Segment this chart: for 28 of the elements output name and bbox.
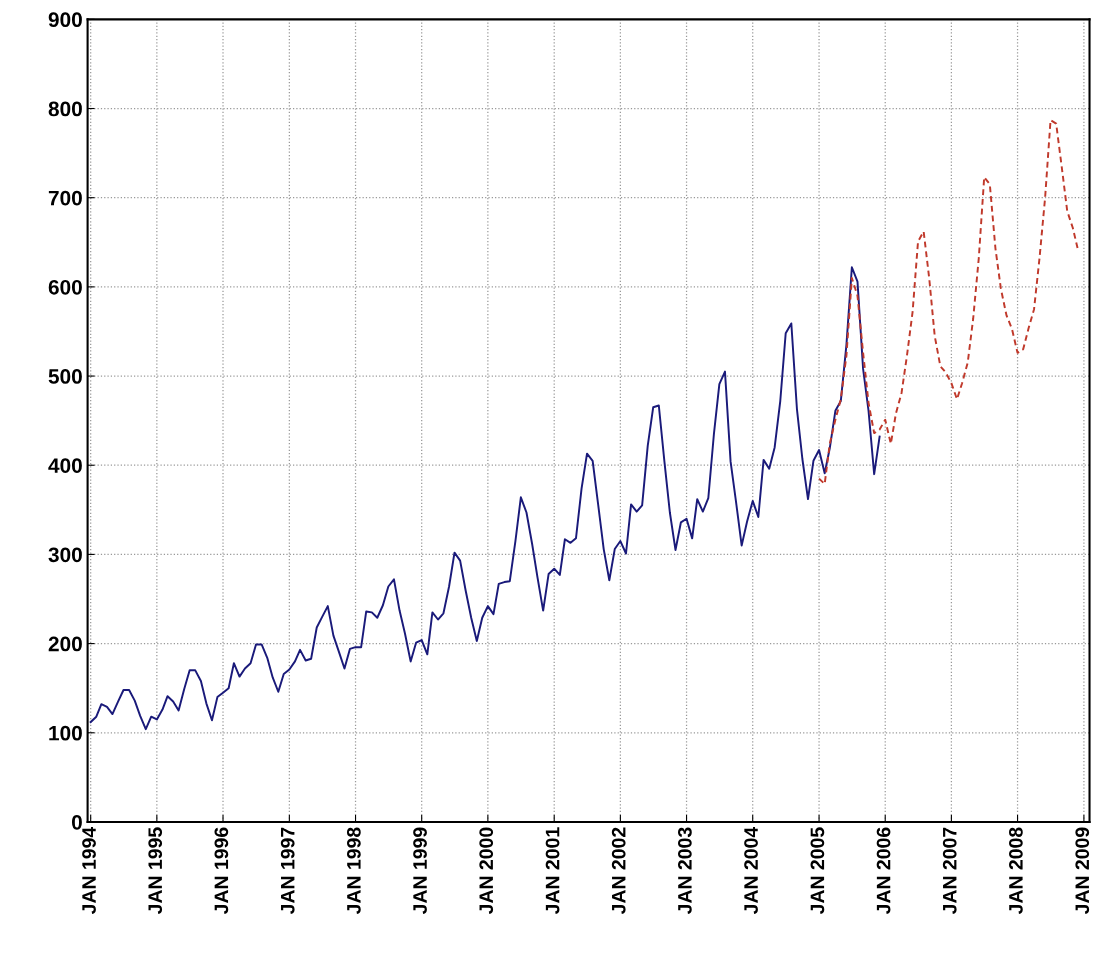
x-tick-label: JAN 2003 xyxy=(677,827,692,915)
line-series xyxy=(89,266,881,731)
x-tick-label: JAN 2008 xyxy=(1009,827,1023,915)
x-tick-label: JAN 2009 xyxy=(1075,827,1090,915)
y-tick-label: 0 xyxy=(71,814,82,830)
x-tick-label: JAN 1995 xyxy=(148,827,163,915)
x-tick-label: JAN 2004 xyxy=(744,826,758,915)
x-tick-label: JAN 1994 xyxy=(82,826,96,915)
x-tick-label: JAN 1998 xyxy=(346,827,361,915)
y-tick-label: 200 xyxy=(48,636,82,652)
y-tick-label: 800 xyxy=(48,101,82,117)
y-tick-label: 700 xyxy=(48,190,82,206)
y-tick-label: 500 xyxy=(48,369,82,384)
y-tick-label: 600 xyxy=(48,279,82,295)
y-tick-label: 400 xyxy=(48,458,82,473)
y-tick-label: 900 xyxy=(48,12,82,28)
y-tick-label: 100 xyxy=(49,725,82,741)
y-tick-label: 300 xyxy=(48,547,82,563)
x-tick-label: JAN 1997 xyxy=(280,827,295,915)
x-tick-label: JAN 2000 xyxy=(479,827,494,915)
x-tick-label: JAN 2002 xyxy=(611,827,626,915)
x-tick-label: JAN 2005 xyxy=(810,827,825,915)
x-tick-label: JAN 2007 xyxy=(942,827,957,915)
x-tick-label: JAN 1999 xyxy=(413,827,427,915)
x-tick-label: JAN 2001 xyxy=(545,827,560,915)
line-series xyxy=(818,119,1080,485)
x-tick-label: JAN 2006 xyxy=(876,827,891,915)
x-tick-label: JAN 1996 xyxy=(214,827,229,915)
